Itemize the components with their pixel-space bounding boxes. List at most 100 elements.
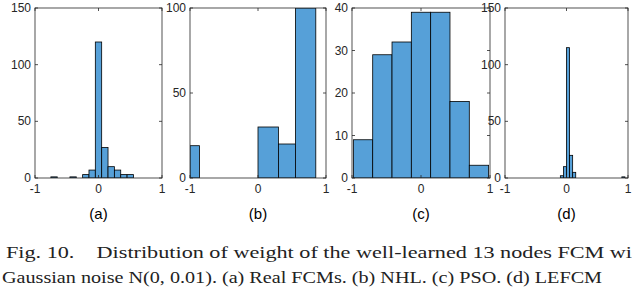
plot-area: [352, 8, 490, 178]
y-tick: [159, 178, 162, 179]
panel-label: (c): [412, 205, 430, 222]
x-tick: [98, 175, 99, 178]
y-tick-label: 10: [335, 129, 349, 143]
y-tick-label: 30: [335, 44, 349, 58]
y-tick: [505, 8, 508, 9]
panel-label: (a): [89, 205, 107, 222]
bar: [570, 155, 573, 178]
axes-box: [35, 8, 162, 178]
x-tick: [352, 8, 353, 11]
x-tick-label: 0: [255, 182, 262, 196]
plot-area: [190, 8, 326, 178]
x-tick: [98, 8, 99, 11]
x-tick: [352, 175, 353, 178]
y-tick: [487, 50, 490, 51]
figure: 050100150-101(a)050100-101(b)010203040-1…: [0, 0, 640, 300]
x-tick: [326, 8, 327, 11]
panel-label: (b): [249, 205, 267, 222]
panel: 010203040-101(c): [335, 1, 494, 222]
y-tick: [625, 121, 628, 122]
bars: [51, 42, 134, 178]
y-tick: [159, 64, 162, 65]
x-tick-label: 0: [95, 182, 102, 196]
y-tick-label: 100: [481, 58, 501, 72]
y-tick: [487, 178, 490, 179]
x-tick: [190, 175, 191, 178]
bar: [469, 165, 488, 178]
bar: [567, 48, 570, 178]
x-tick-label: -1: [30, 182, 41, 196]
bar: [102, 147, 108, 178]
panel: 050100150-101(a): [11, 1, 166, 222]
bar: [83, 175, 89, 178]
bar: [127, 175, 133, 178]
caption-line: Fig. 10. Distribution of weight of the w…: [6, 244, 633, 262]
y-tick: [625, 64, 628, 65]
y-tick: [323, 93, 326, 94]
x-tick: [505, 8, 506, 11]
y-tick: [352, 93, 355, 94]
axes-box: [190, 8, 326, 178]
y-tick: [159, 121, 162, 122]
x-tick: [628, 8, 629, 11]
bars: [560, 48, 625, 178]
panel: 050100150-101(d): [481, 1, 632, 222]
bar: [573, 172, 576, 178]
y-tick: [625, 8, 628, 9]
bar: [89, 170, 95, 178]
bar: [258, 127, 278, 178]
x-tick: [190, 8, 191, 11]
x-tick: [566, 8, 567, 11]
y-tick: [505, 64, 508, 65]
bar: [392, 42, 411, 178]
y-tick-label: 50: [173, 86, 187, 100]
y-tick-label: 150: [11, 1, 31, 15]
x-tick: [326, 175, 327, 178]
bar: [353, 140, 372, 178]
y-tick-label: 50: [18, 114, 32, 128]
caption-line: Gaussian noise N(0, 0.01). (a) Real FCMs…: [2, 269, 602, 287]
y-tick: [505, 121, 508, 122]
bar: [190, 146, 200, 178]
x-tick-label: 0: [563, 182, 570, 196]
bar: [431, 12, 450, 178]
plot-area: [35, 8, 162, 178]
x-tick-label: 1: [159, 182, 166, 196]
bar: [108, 167, 114, 178]
bar: [121, 175, 127, 178]
y-tick: [159, 8, 162, 9]
x-tick: [628, 175, 629, 178]
y-tick: [625, 178, 628, 179]
y-tick: [35, 64, 38, 65]
bar: [563, 167, 566, 178]
bars: [190, 8, 316, 178]
bar: [114, 170, 120, 178]
y-tick: [35, 178, 38, 179]
bar: [295, 8, 315, 178]
x-tick: [258, 175, 259, 178]
y-tick-label: 100: [11, 58, 31, 72]
x-tick-label: 1: [625, 182, 632, 196]
x-tick: [421, 175, 422, 178]
y-tick: [323, 178, 326, 179]
y-tick-label: 40: [335, 1, 349, 15]
bar: [411, 12, 430, 178]
x-tick: [258, 8, 259, 11]
bar: [278, 144, 295, 178]
y-tick: [352, 135, 355, 136]
x-tick: [162, 8, 163, 11]
y-tick: [352, 8, 355, 9]
axes-box: [352, 8, 490, 178]
y-tick-label: 100: [166, 1, 186, 15]
y-tick-label: 150: [481, 1, 501, 15]
bar: [95, 42, 101, 178]
bars: [353, 12, 488, 178]
y-tick: [190, 93, 193, 94]
x-tick-label: 0: [418, 182, 425, 196]
axes-box: [505, 8, 628, 178]
x-tick: [162, 175, 163, 178]
x-tick-label: 1: [323, 182, 330, 196]
y-tick: [352, 178, 355, 179]
x-tick: [505, 175, 506, 178]
x-tick: [490, 175, 491, 178]
